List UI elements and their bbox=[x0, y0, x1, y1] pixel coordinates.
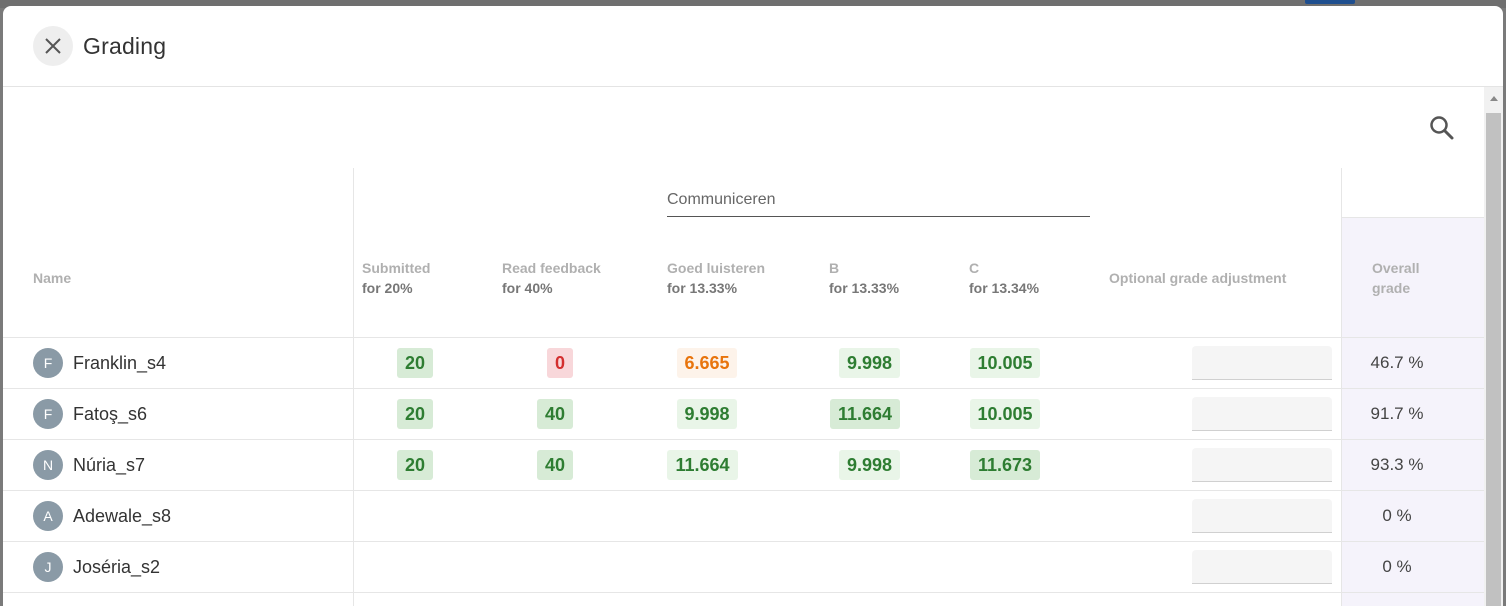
overall-grade: 46.7 % bbox=[1370, 353, 1424, 372]
column-label: Goed luisteren bbox=[667, 260, 766, 276]
overall-column-divider bbox=[1341, 168, 1342, 606]
close-button[interactable] bbox=[33, 26, 73, 66]
grading-dialog: Grading Communiceren Name Submitted for … bbox=[3, 6, 1503, 606]
dialog-header: Grading bbox=[3, 6, 1503, 87]
search-icon[interactable] bbox=[1428, 114, 1456, 142]
dialog-title: Grading bbox=[83, 33, 167, 59]
avatar: A bbox=[33, 501, 63, 531]
grade-adjustment-input[interactable] bbox=[1192, 550, 1332, 584]
score-goed-luisteren[interactable]: 6.665 bbox=[677, 348, 737, 378]
column-header-b[interactable]: B for 13.33% bbox=[829, 258, 899, 298]
column-header-adjustment: Optional grade adjustment bbox=[1109, 270, 1287, 286]
student-name[interactable]: Joséria_s2 bbox=[73, 557, 161, 577]
score-b[interactable]: 9.998 bbox=[839, 450, 900, 480]
column-header-name[interactable]: Name bbox=[33, 270, 72, 286]
column-header-submitted[interactable]: Submitted for 20% bbox=[362, 258, 430, 298]
column-header-read-feedback[interactable]: Read feedback for 40% bbox=[502, 258, 601, 298]
avatar: J bbox=[33, 552, 63, 582]
student-name[interactable]: Franklin_s4 bbox=[73, 353, 167, 373]
score-submitted[interactable]: 20 bbox=[397, 348, 433, 378]
row-divider bbox=[3, 490, 1484, 491]
overall-grade: 0 % bbox=[1382, 506, 1412, 525]
student-name[interactable]: Núria_s7 bbox=[73, 455, 146, 475]
grade-adjustment-input[interactable] bbox=[1192, 346, 1332, 380]
overall-grade: 0 % bbox=[1382, 557, 1412, 576]
overall-grade: 91.7 % bbox=[1370, 404, 1424, 423]
student-name[interactable]: Adewale_s8 bbox=[73, 506, 172, 526]
column-header-overall[interactable]: Overall grade bbox=[1372, 258, 1419, 298]
column-weight: for 13.33% bbox=[829, 280, 900, 296]
score-read-feedback[interactable]: 0 bbox=[547, 348, 573, 378]
column-weight: for 13.33% bbox=[667, 280, 738, 296]
column-label: grade bbox=[1372, 280, 1411, 296]
group-header-communiceren: Communiceren bbox=[667, 191, 1090, 217]
column-label: Submitted bbox=[362, 260, 431, 276]
score-submitted[interactable]: 20 bbox=[397, 399, 433, 429]
avatar: N bbox=[33, 450, 63, 480]
row-divider bbox=[3, 439, 1484, 440]
column-label: B bbox=[829, 260, 840, 276]
score-read-feedback[interactable]: 40 bbox=[537, 450, 573, 480]
score-read-feedback[interactable]: 40 bbox=[537, 399, 573, 429]
row-divider bbox=[3, 388, 1484, 389]
row-divider bbox=[3, 541, 1484, 542]
student-name[interactable]: Fatoş_s6 bbox=[73, 404, 148, 424]
grade-adjustment-input[interactable] bbox=[1192, 397, 1332, 431]
score-goed-luisteren[interactable]: 11.664 bbox=[667, 450, 738, 480]
vertical-scrollbar[interactable] bbox=[1484, 87, 1503, 606]
column-label: C bbox=[969, 260, 980, 276]
column-weight: for 40% bbox=[502, 280, 553, 296]
grading-table-area: Communiceren Name Submitted for 20% Read… bbox=[3, 87, 1484, 606]
backdrop-button bbox=[1305, 0, 1355, 4]
header-divider bbox=[3, 337, 1484, 338]
score-c[interactable]: 10.005 bbox=[970, 348, 1040, 378]
name-column-divider bbox=[353, 168, 354, 606]
column-header-c[interactable]: C for 13.34% bbox=[969, 258, 1039, 298]
backdrop bbox=[0, 0, 1506, 8]
score-submitted[interactable]: 20 bbox=[397, 450, 433, 480]
scrollbar-thumb[interactable] bbox=[1486, 113, 1501, 606]
score-goed-luisteren[interactable]: 9.998 bbox=[677, 399, 737, 429]
column-weight: for 20% bbox=[362, 280, 413, 296]
overall-header-divider bbox=[1341, 217, 1484, 218]
close-icon bbox=[45, 38, 61, 54]
grade-adjustment-input[interactable] bbox=[1192, 499, 1332, 533]
column-header-goed-luisteren[interactable]: Goed luisteren for 13.33% bbox=[667, 258, 765, 298]
scroll-up-arrow-icon[interactable] bbox=[1484, 91, 1503, 105]
grade-adjustment-input[interactable] bbox=[1192, 448, 1332, 482]
avatar: F bbox=[33, 399, 63, 429]
column-label: Read feedback bbox=[502, 260, 601, 276]
score-b[interactable]: 9.998 bbox=[839, 348, 900, 378]
score-b[interactable]: 11.664 bbox=[830, 399, 900, 429]
overall-grade: 93.3 % bbox=[1370, 455, 1424, 474]
column-weight: for 13.34% bbox=[969, 280, 1040, 296]
avatar: F bbox=[33, 348, 63, 378]
row-divider bbox=[3, 592, 1484, 593]
score-c[interactable]: 10.005 bbox=[970, 399, 1040, 429]
column-label: Overall bbox=[1372, 260, 1420, 276]
score-c[interactable]: 11.673 bbox=[970, 450, 1040, 480]
